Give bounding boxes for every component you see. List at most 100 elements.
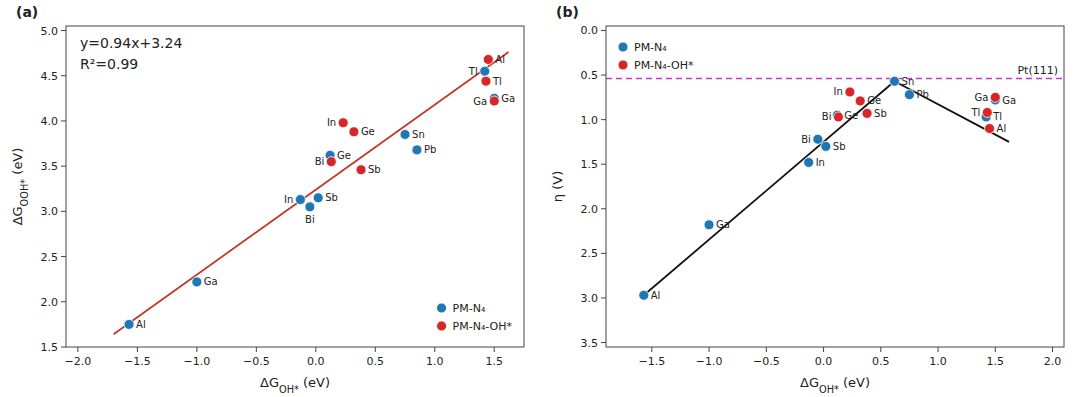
y-tick-label: 1.5 xyxy=(41,341,59,354)
y-tick xyxy=(601,119,606,120)
scatter-point xyxy=(192,277,202,287)
label-part: ΔG xyxy=(260,375,279,390)
y-tick-label: 0.0 xyxy=(581,24,599,37)
point-label: Ga xyxy=(204,276,218,287)
legend-label: PM-N₄ xyxy=(634,41,667,54)
point-label: In xyxy=(834,86,843,97)
panel: −1.5−1.0−0.50.00.51.01.52.00.00.51.01.52… xyxy=(550,4,1064,395)
point-label: Pb xyxy=(424,144,436,155)
annotation: y=0.94x+3.24 xyxy=(80,35,182,51)
y-tick xyxy=(601,253,606,254)
label-part: (eV) xyxy=(299,375,330,390)
y-tick xyxy=(61,120,66,121)
point-label: Sb xyxy=(874,108,887,119)
scatter-point xyxy=(990,92,1000,102)
point-labels: TlGeInSbBiTlGaGeBiSbAlGaSnPbInAlGa xyxy=(136,54,515,330)
x-tick xyxy=(315,347,316,352)
label-subscript: OOH* xyxy=(19,179,30,207)
x-tick xyxy=(256,347,257,352)
y-axis-label: η (V) xyxy=(550,171,565,202)
scatter-point xyxy=(412,145,422,155)
scatter-point xyxy=(833,112,843,122)
point-label: Ge xyxy=(361,126,375,137)
x-tick-label: 2.0 xyxy=(1044,355,1062,368)
point-label: In xyxy=(284,194,293,205)
point-label: Ga xyxy=(473,96,487,107)
scatter-point xyxy=(305,202,315,212)
x-tick-label: 0.0 xyxy=(815,355,833,368)
x-tick xyxy=(196,347,197,352)
x-tick-label: 1.5 xyxy=(987,355,1005,368)
scatter-point xyxy=(855,96,865,106)
x-tick xyxy=(494,347,495,352)
y-tick xyxy=(601,30,606,31)
y-axis-label: ΔGOOH* (eV) xyxy=(10,148,30,226)
legend: PM-N₄ PM-N₄-OH* xyxy=(437,302,513,333)
x-tick xyxy=(880,347,881,352)
y-tick-label: 1.5 xyxy=(581,158,599,171)
scatter-point xyxy=(489,96,499,106)
point-label: Sb xyxy=(833,141,846,152)
scatter-point xyxy=(904,90,914,100)
x-tick xyxy=(995,347,996,352)
x-tick-label: −0.5 xyxy=(243,355,270,368)
point-labels: GeGeBiBiTlInSbTlGaGaInSbSnAlPbAlGa xyxy=(651,76,1016,301)
point-label: In xyxy=(327,117,336,128)
x-tick xyxy=(77,347,78,352)
label-part: ΔG xyxy=(10,206,25,225)
x-tick xyxy=(651,347,652,352)
y-tick xyxy=(601,297,606,298)
legend-marker xyxy=(437,303,447,313)
y-tick-label: 4.5 xyxy=(41,70,59,83)
x-tick-label: −2.0 xyxy=(65,355,92,368)
panel: −2.0−1.5−1.0−0.50.00.51.01.51.52.02.53.0… xyxy=(10,4,524,395)
scatter-point xyxy=(845,87,855,97)
y-tick xyxy=(61,30,66,31)
series-line xyxy=(644,81,895,295)
point-label: Al xyxy=(136,319,146,330)
point-label: Sn xyxy=(412,129,425,140)
label-part: (eV) xyxy=(10,148,25,179)
scatter-point xyxy=(400,130,410,140)
y-tick-label: 4.0 xyxy=(41,115,59,128)
scatter-point xyxy=(862,108,872,118)
scatter-point xyxy=(124,319,134,329)
scatter-point xyxy=(313,193,323,203)
point-label: Ga xyxy=(974,92,988,103)
x-tick-label: −1.0 xyxy=(696,355,723,368)
reference-label: Pt(111) xyxy=(1017,64,1058,77)
point-label: Ga xyxy=(716,219,730,230)
y-tick xyxy=(61,347,66,348)
y-tick xyxy=(601,75,606,76)
x-tick-label: −1.5 xyxy=(638,355,665,368)
x-tick xyxy=(137,347,138,352)
label-subscript: OH* xyxy=(279,384,299,395)
y-tick xyxy=(61,211,66,212)
point-label: Tl xyxy=(492,76,502,87)
y-tick-label: 0.5 xyxy=(581,69,599,82)
scatter-point xyxy=(813,134,823,144)
y-tick-label: 2.5 xyxy=(41,251,59,264)
label-part: (eV) xyxy=(839,375,870,390)
legend-label: PM-N₄-OH* xyxy=(453,320,513,333)
point-label: Ga xyxy=(501,93,515,104)
x-tick xyxy=(766,347,767,352)
point-label: Bi xyxy=(305,214,315,225)
point-label: Ge xyxy=(867,95,881,106)
point-label: Al xyxy=(651,290,661,301)
x-axis-label: ΔGOH* (eV) xyxy=(800,375,870,395)
x-tick-label: 1.0 xyxy=(426,355,444,368)
scatter-point xyxy=(985,124,995,134)
figure: −2.0−1.5−1.0−0.50.00.51.01.51.52.02.53.0… xyxy=(0,0,1080,397)
legend-label: PM-N₄ xyxy=(453,302,486,315)
x-tick xyxy=(823,347,824,352)
x-tick-label: 0.5 xyxy=(367,355,385,368)
scatter-point xyxy=(483,54,493,64)
plot-frame xyxy=(606,26,1064,347)
plot-area xyxy=(114,52,509,334)
y-tick-label: 2.0 xyxy=(41,296,59,309)
x-tick xyxy=(938,347,939,352)
point-label: Bi xyxy=(822,111,832,122)
y-tick-label: 1.0 xyxy=(581,114,599,127)
x-tick-label: −1.5 xyxy=(124,355,151,368)
